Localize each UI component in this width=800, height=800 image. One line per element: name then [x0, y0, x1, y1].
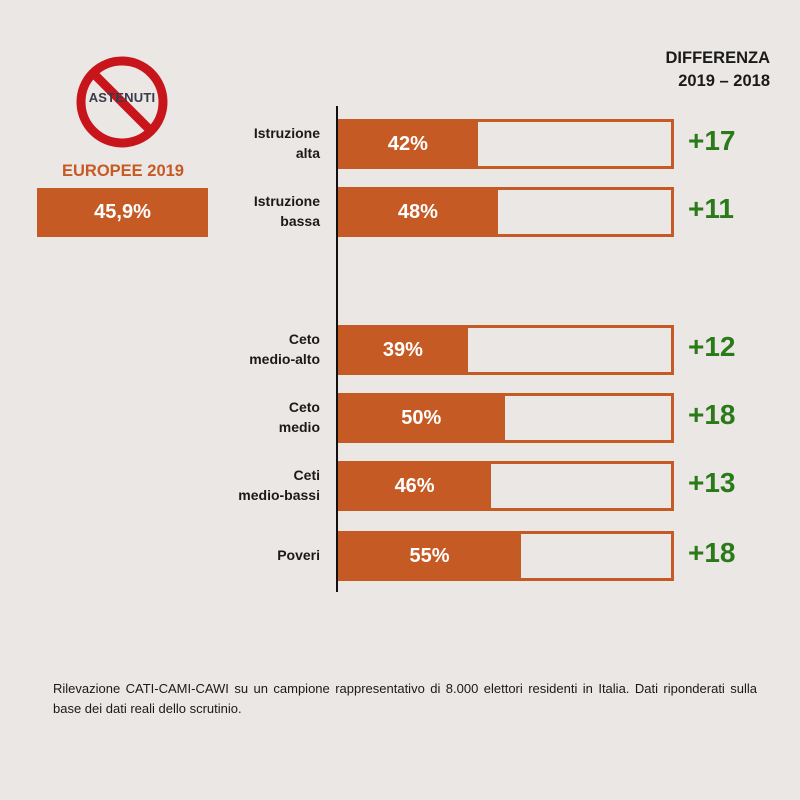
- row-label: Ceti medio-bassi: [160, 461, 320, 509]
- row-label: Istruzione bassa: [160, 187, 320, 235]
- bar-value-label: 50%: [401, 406, 442, 429]
- bar-value-label: 46%: [394, 474, 435, 497]
- difference-value: +17: [688, 125, 736, 156]
- row-label-line: medio-bassi: [238, 487, 320, 503]
- row-label: Poveri: [160, 531, 320, 579]
- prohibition-icon: [76, 56, 168, 148]
- row-label-line: Istruzione: [253, 193, 320, 209]
- bar-value-label: 42%: [387, 132, 428, 155]
- row-label-line: Ceto: [288, 331, 320, 347]
- overall-value: 45,9%: [37, 188, 208, 237]
- logo-text: ASTENUTI: [88, 90, 156, 105]
- bar: [338, 534, 522, 578]
- row-label-line: medio-alto: [249, 351, 320, 367]
- bar-value-label: 55%: [409, 544, 450, 567]
- bar: [338, 190, 498, 234]
- footnote: Rilevazione CATI-CAMI-CAWI su un campion…: [53, 681, 757, 716]
- axis-line: [336, 106, 338, 592]
- row-label-line: medio: [278, 419, 320, 435]
- difference-value: +13: [688, 467, 736, 498]
- difference-value: +18: [688, 399, 736, 430]
- row-label-line: Ceto: [288, 399, 320, 415]
- difference-value: +12: [688, 331, 736, 362]
- row-label-line: bassa: [280, 213, 320, 229]
- row-label-line: Istruzione: [253, 125, 320, 141]
- bar-track: 48%: [338, 187, 674, 237]
- row-label: Istruzione alta: [160, 119, 320, 167]
- bar-track: 55%: [338, 531, 674, 581]
- row-label-line: Ceti: [293, 467, 320, 483]
- difference-years: 2019 – 2018: [678, 72, 770, 90]
- bar-track: 39%: [338, 325, 674, 375]
- elections-label: EUROPEE 2019: [62, 162, 184, 180]
- difference-title: DIFFERENZA: [665, 49, 771, 67]
- bar: [338, 122, 478, 166]
- bar-track: 42%: [338, 119, 674, 169]
- bar-track: 50%: [338, 393, 674, 443]
- difference-value: +11: [688, 193, 734, 224]
- difference-value: +18: [688, 537, 736, 568]
- bar: [338, 396, 505, 440]
- row-label: Ceto medio-alto: [160, 325, 320, 373]
- row-label: Ceto medio: [160, 393, 320, 441]
- bar: [338, 464, 492, 508]
- bar: [338, 328, 468, 372]
- row-label-line: alta: [295, 145, 320, 161]
- bar-value-label: 39%: [382, 338, 423, 361]
- bar-track: 46%: [338, 461, 674, 511]
- row-label-line: Poveri: [277, 547, 320, 563]
- bar-value-label: 48%: [397, 200, 438, 223]
